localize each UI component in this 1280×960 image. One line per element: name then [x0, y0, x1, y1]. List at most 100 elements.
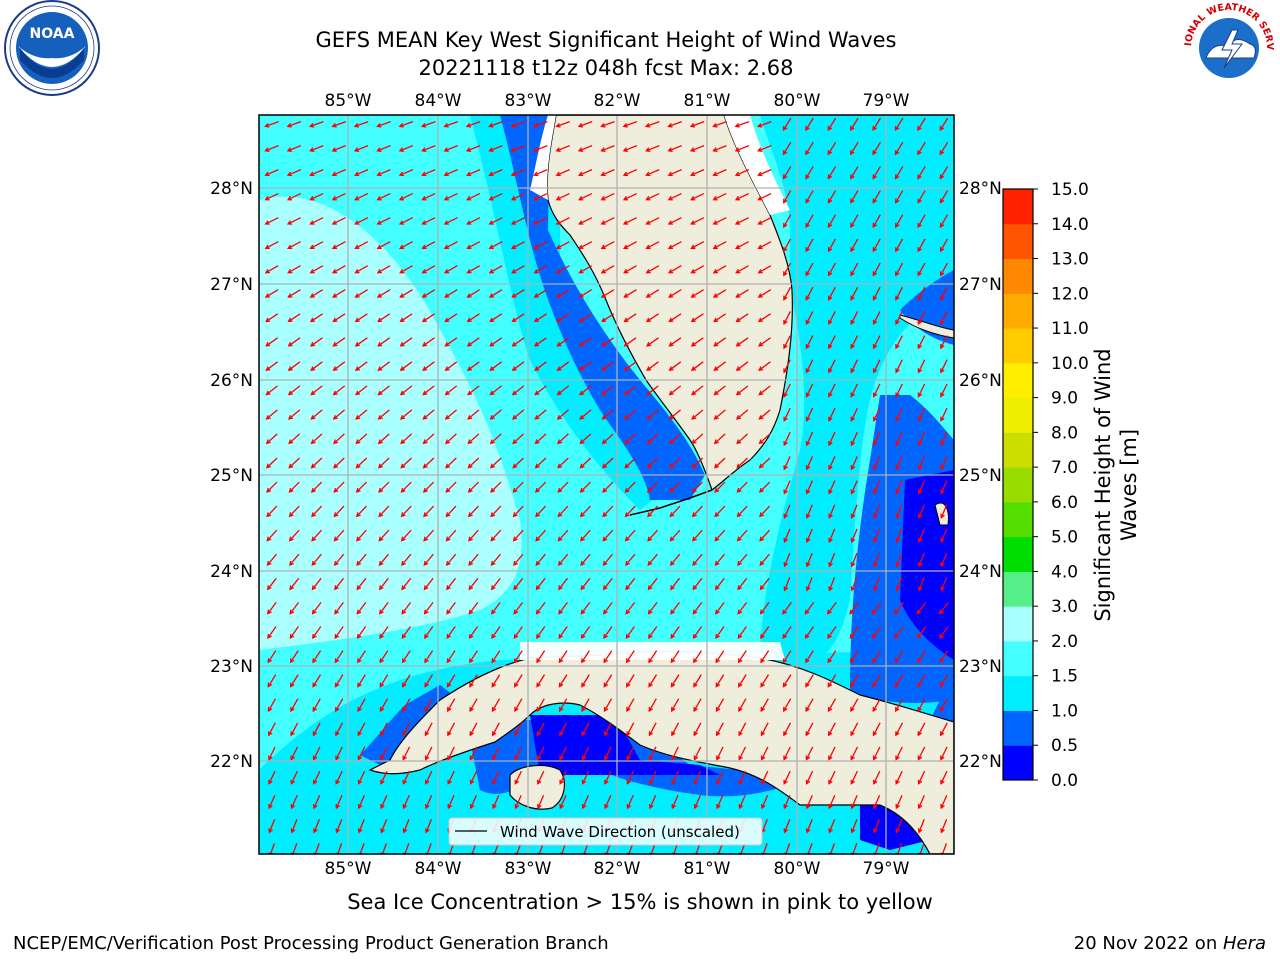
wave-arrow-head — [510, 195, 517, 201]
wave-arrow-head — [512, 463, 518, 469]
wave-arrow-head — [267, 706, 273, 713]
wave-arrow — [692, 505, 703, 517]
wave-arrow-head — [646, 366, 652, 372]
wave-arrow — [828, 311, 836, 325]
wave-arrow — [265, 313, 279, 322]
wave-arrow-head — [940, 489, 945, 495]
wave-arrow — [511, 241, 525, 249]
wave-arrow — [649, 794, 657, 809]
wave-arrow — [604, 794, 612, 809]
wave-arrow-head — [580, 536, 585, 542]
wave-arrow — [558, 626, 568, 639]
wave-arrow-head — [536, 779, 542, 785]
wave-arrow — [537, 794, 545, 809]
wave-arrow — [760, 650, 770, 663]
wave-arrow — [536, 626, 546, 639]
wave-arrow — [332, 193, 346, 201]
wave-arrow — [940, 238, 948, 252]
wave-arrow-head — [445, 439, 451, 445]
wave-arrow-head — [760, 779, 766, 785]
wave-arrow-head — [757, 317, 763, 323]
wave-arrow-head — [600, 293, 607, 298]
wave-arrow-head — [895, 562, 901, 568]
wave-arrow — [289, 577, 300, 590]
wave-arrow — [558, 674, 568, 687]
wave-arrow — [335, 794, 343, 809]
wave-arrow-head — [940, 803, 945, 810]
wave-arrow-head — [668, 293, 674, 298]
wave-arrow — [624, 385, 637, 396]
colorbar-tick-label: 6.0 — [1051, 493, 1078, 513]
wave-arrow-head — [290, 828, 296, 834]
colorbar-swatch — [1003, 501, 1033, 538]
wave-arrow-head — [265, 341, 271, 347]
wave-arrow — [713, 217, 727, 225]
wave-arrow — [715, 674, 725, 687]
wave-arrow-head — [357, 828, 363, 834]
wave-arrow-head — [376, 220, 382, 225]
wave-arrow-head — [557, 536, 563, 542]
wave-arrow — [425, 746, 433, 760]
wave-arrow — [894, 626, 904, 639]
colorbar-swatch — [1003, 710, 1033, 746]
wave-arrow-head — [850, 706, 855, 713]
wave-arrow — [381, 843, 388, 854]
wave-arrow-head — [356, 560, 362, 567]
wave-arrow-head — [578, 220, 584, 225]
lat-labels-left: 28°N 27°N 26°N 25°N 24°N 23°N 22°N — [210, 179, 253, 772]
wave-arrow — [469, 626, 479, 639]
wave-arrow-head — [424, 731, 430, 737]
wave-arrow — [603, 577, 613, 590]
wave-arrow — [940, 262, 948, 276]
wave-arrow — [649, 746, 657, 760]
wave-arrow-head — [357, 706, 362, 713]
wave-arrow-head — [713, 317, 719, 323]
wave-arrow — [446, 602, 456, 614]
wave-arrow — [310, 385, 323, 396]
wave-arrow-head — [670, 585, 675, 591]
wave-arrow — [423, 433, 435, 444]
wave-arrow — [625, 626, 635, 639]
wave-arrow — [939, 626, 949, 639]
wave-arrow-head — [895, 489, 900, 495]
wave-arrow-head — [917, 562, 923, 568]
wave-arrow-head — [939, 706, 945, 713]
wave-arrow — [895, 335, 903, 349]
wave-arrow — [290, 650, 299, 663]
wave-arrow — [445, 361, 458, 371]
wave-arrow — [872, 674, 882, 687]
wave-arrow — [873, 335, 881, 349]
wave-arrow-head — [850, 198, 855, 204]
wave-arrow-head — [378, 609, 384, 615]
wave-arrow — [377, 265, 391, 274]
wave-arrow — [757, 120, 772, 128]
wave-arrow — [578, 169, 593, 176]
svg-text:NATIONAL WEATHER SERVICE: NATIONAL WEATHER SERVICE — [0, 0, 1275, 51]
wave-arrow — [467, 337, 480, 347]
wave-arrow — [468, 602, 479, 614]
colorbar-tick-label: 1.0 — [1051, 701, 1078, 721]
wave-arrow — [312, 650, 322, 663]
wave-arrow-head — [555, 195, 561, 201]
wave-arrow — [601, 265, 615, 274]
wave-arrow-head — [443, 220, 449, 225]
wave-arrow — [444, 217, 458, 225]
wave-arrow — [269, 843, 276, 854]
wave-arrow — [805, 141, 814, 155]
wave-arrow — [268, 746, 276, 760]
wave-arrow-head — [623, 317, 629, 323]
wave-arrow-head — [510, 147, 516, 152]
wave-arrow — [850, 431, 858, 446]
wave-arrow — [313, 819, 321, 833]
wave-arrow-head — [333, 560, 339, 567]
wave-arrow-head — [690, 195, 696, 201]
wave-arrow — [403, 819, 410, 833]
wave-arrow-head — [399, 268, 405, 274]
wave-arrow-head — [290, 731, 295, 737]
wave-arrow — [333, 457, 345, 469]
chart-subtitle: 20221118 t12z 048h fcst Max: 2.68 — [418, 56, 794, 80]
wave-arrow — [940, 431, 948, 446]
wave-arrow — [582, 794, 589, 809]
wave-arrow — [467, 433, 480, 444]
wave-arrow-head — [895, 198, 900, 204]
